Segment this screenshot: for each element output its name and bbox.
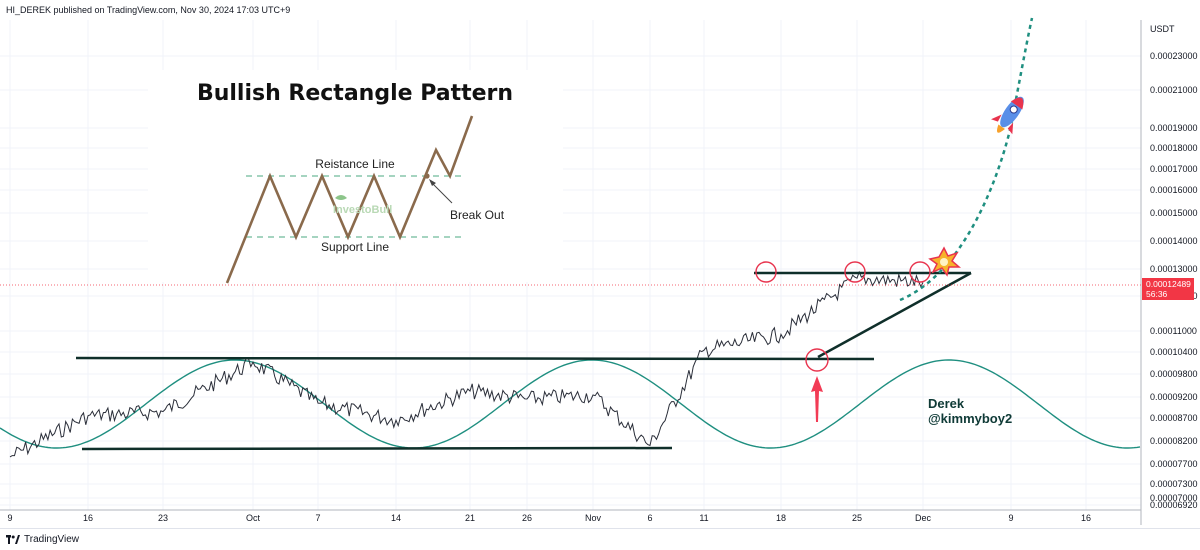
price-axis-label: 0.00007700 [1150, 459, 1198, 469]
price-axis-label: 0.00021000 [1150, 85, 1198, 95]
price-axis-label: 0.00014000 [1150, 236, 1198, 246]
last-price-badge [1142, 278, 1194, 300]
time-axis-label: 21 [465, 513, 475, 523]
price-axis-label: 0.00007000 [1150, 493, 1198, 503]
rocket-icon [991, 96, 1024, 135]
price-axis-label: 0.00010400 [1150, 347, 1198, 357]
price-axis-label: 0.00007300 [1150, 479, 1198, 489]
price-axis-label: 0.00009200 [1150, 392, 1198, 402]
up-arrow-icon [811, 376, 823, 422]
price-axis-label: 0.00013000 [1150, 264, 1198, 274]
time-axis-label: 9 [1008, 513, 1013, 523]
last-price-value: 0.00012489 [1146, 279, 1191, 289]
inset-zigzag [225, 115, 474, 284]
time-axis-label: 14 [391, 513, 401, 523]
inset-breakout-label: Break Out [450, 208, 505, 222]
inset-breakout-dot [424, 173, 430, 179]
time-axis-label: Dec [915, 513, 932, 523]
price-axis-label: 0.00008700 [1150, 413, 1198, 423]
inset-resistance-label: Reistance Line [315, 157, 395, 171]
time-axis-label: 11 [699, 513, 708, 523]
time-axis-label: 26 [522, 513, 532, 523]
time-axis-label: 6 [647, 513, 652, 523]
cycle-sine-wave [0, 359, 1141, 449]
price-axis-label: 0.00019000 [1150, 123, 1198, 133]
price-axis-label: 0.00018000 [1150, 143, 1198, 153]
resistance-touch-circle-1 [755, 261, 777, 283]
price-axis-labels: 0.00023000 0.00021000 0.00019000 0.00018000… [1150, 51, 1198, 510]
footer-brand: TradingView [24, 534, 80, 545]
time-axis-label: 16 [83, 513, 93, 523]
price-axis-label: 0.00008200 [1150, 436, 1198, 446]
time-axis-label: 25 [852, 513, 862, 523]
tradingview-logo-icon [6, 534, 20, 544]
triangle-rising-line [817, 271, 972, 359]
author-handle: @kimmyboy2 [928, 411, 1012, 426]
inset-support-label: Support Line [321, 240, 389, 254]
price-axis-label: 0.00023000 [1150, 51, 1198, 61]
bar-countdown: 56:36 [1146, 289, 1168, 299]
inset-title: Bullish Rectangle Pattern [197, 81, 513, 106]
resistance-touch-circle-2 [844, 261, 866, 283]
resistance-touch-circle-3 [909, 261, 931, 283]
inset-breakout-arrowhead [429, 179, 436, 186]
price-axis-label: 0.00015000 [1150, 208, 1198, 218]
time-axis-label: 16 [1081, 513, 1091, 523]
price-axis-label: 0.00011000 [1150, 326, 1197, 336]
time-axis-label: Nov [585, 513, 602, 523]
currency-label: USDT [1150, 24, 1175, 34]
rectangle-top-line [75, 356, 875, 361]
publish-header: HI_DEREK published on TradingView.com, N… [6, 5, 291, 15]
time-axis-label: Oct [246, 513, 261, 523]
inset-background [148, 70, 563, 282]
time-axis-label: 23 [158, 513, 168, 523]
inset-watermark: InvestoBull [333, 204, 392, 216]
footer-bar: TradingView [0, 528, 1200, 549]
price-axis-label: 0.00016000 [1150, 185, 1198, 195]
price-axis-label: 0.00009800 [1150, 369, 1198, 379]
projection-curve [899, 17, 1034, 302]
watermark-bull-icon [335, 195, 347, 200]
price-axis-label: 0.00006920 [1150, 500, 1198, 510]
rectangle-bottom-line [81, 446, 673, 451]
explosion-icon [928, 246, 962, 277]
time-axis-label: 18 [776, 513, 786, 523]
time-axis-labels: 9 16 23 Oct 7 14 21 26 Nov 6 11 18 25 Dec 9 16 [7, 513, 1091, 523]
author-name: Derek [928, 396, 965, 411]
inset-breakout-arrow [430, 181, 453, 204]
support-touch-circle [805, 348, 829, 372]
price-series-line [9, 270, 924, 458]
time-axis-label: 9 [7, 513, 12, 523]
price-axis-label: 0.00017000 [1150, 164, 1198, 174]
pattern-inset: Bullish Rectangle Pattern Reistance Line… [148, 70, 563, 284]
time-axis-label: 7 [315, 513, 320, 523]
